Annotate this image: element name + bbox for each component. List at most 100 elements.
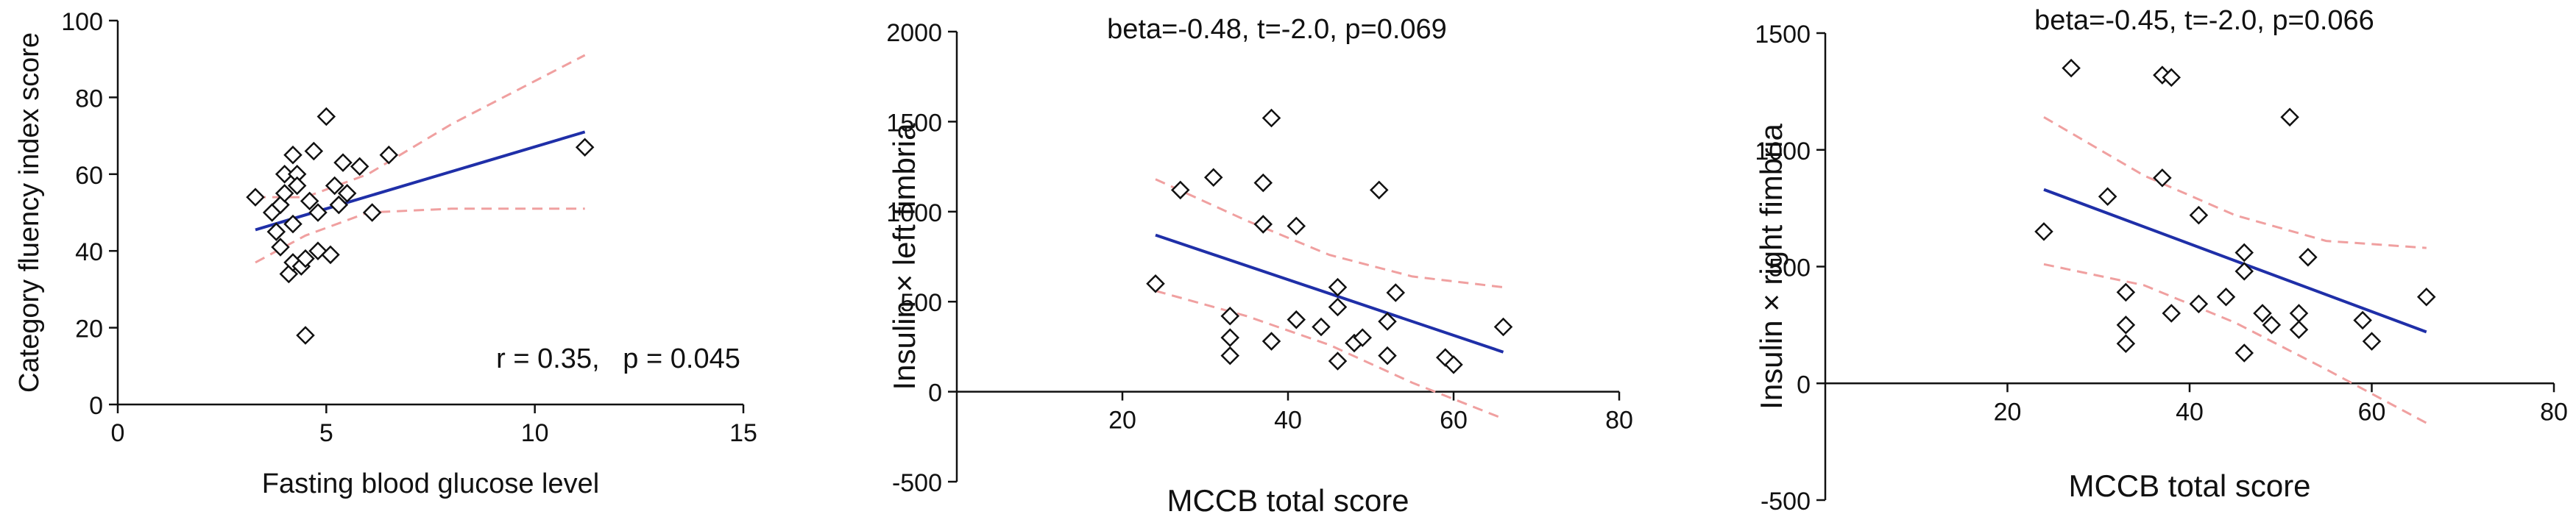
y-axis-title: Category fluency index score [14, 32, 45, 393]
data-point [575, 138, 595, 157]
x-tick-label: 20 [1108, 407, 1136, 435]
data-point [329, 195, 349, 215]
y-tick-label: 1500 [1755, 21, 1811, 49]
data-point [1328, 352, 1348, 371]
data-point [2153, 168, 2172, 188]
data-point [1378, 346, 1397, 366]
data-point [2234, 243, 2254, 263]
y-tick-label: 20 [75, 315, 103, 343]
data-point [350, 157, 369, 177]
ci-upper-band [1155, 178, 1504, 289]
y-axis-title: Insulin × left fimbria [887, 123, 921, 391]
x-axis-title: MCCB total score [2068, 468, 2310, 503]
data-point [275, 165, 294, 184]
ci-lower-band [2043, 263, 2427, 424]
data-point [1444, 355, 1463, 374]
data-point [304, 141, 324, 161]
x-tick-label: 5 [319, 419, 333, 447]
y-tick-label: 80 [75, 85, 103, 113]
y-tick-label: 100 [61, 8, 103, 36]
y-tick-label: -500 [1761, 488, 1811, 516]
x-tick-label: 80 [1605, 407, 1633, 435]
data-point [333, 153, 353, 172]
data-point [2098, 187, 2117, 207]
data-point [271, 238, 290, 257]
y-tick-label: 60 [75, 162, 103, 190]
y-tick-label: 0 [1797, 371, 1811, 399]
x-tick-label: 15 [729, 419, 757, 447]
data-point [2162, 304, 2182, 323]
data-point [296, 249, 315, 268]
data-point [246, 188, 265, 207]
y-tick-label: -500 [892, 469, 942, 497]
data-point [2116, 334, 2136, 354]
y-tick-label: 1500 [886, 109, 942, 137]
regression-line [2043, 188, 2427, 334]
x-tick-label: 20 [1994, 398, 2022, 426]
x-axis-title: Fasting blood glucose level [262, 468, 599, 499]
data-point [1203, 168, 1223, 188]
y-tick-label: 1000 [886, 199, 942, 227]
y-tick-label: 500 [1769, 254, 1811, 282]
data-point [2289, 304, 2309, 323]
data-point [2116, 282, 2136, 302]
data-point [1328, 297, 1348, 317]
data-point [379, 145, 399, 165]
data-point [325, 176, 344, 196]
data-point [1386, 283, 1406, 302]
data-point [2189, 294, 2209, 314]
data-point [2362, 332, 2382, 351]
x-tick-label: 10 [521, 419, 549, 447]
chart-panel-3: -500 0 500 1000 1500 20 40 60 80 MCCB total score… [1754, 5, 2568, 516]
data-point [362, 203, 382, 222]
data-point [316, 107, 336, 126]
chart-title: beta=-0.45, t=-2.0, p=0.066 [2034, 5, 2374, 36]
data-point [1369, 180, 1389, 200]
data-point [1220, 346, 1240, 366]
y-tick-label: 1000 [1755, 138, 1811, 165]
data-point [1253, 173, 1273, 193]
data-point [2262, 315, 2282, 335]
data-point [1287, 216, 1306, 236]
data-point [2289, 320, 2309, 339]
y-tick-label: 500 [900, 289, 942, 317]
y-axis-title: Insulin × right fimbria [1754, 124, 1788, 410]
x-tick-label: 60 [2358, 398, 2386, 426]
x-tick-label: 0 [111, 419, 125, 447]
data-point [1220, 307, 1240, 326]
data-point [1328, 277, 1348, 297]
data-point [1262, 108, 1281, 128]
data-point [2280, 107, 2299, 127]
chart-title: beta=-0.48, t=-2.0, p=0.069 [1107, 14, 1447, 45]
chart-panel-2: -500 0 500 1000 1500 2000 20 40 60 80 MCCB total s… [886, 14, 1633, 517]
y-tick-label: 0 [89, 392, 103, 420]
data-point [2116, 315, 2136, 335]
data-point [308, 203, 328, 222]
data-point [283, 214, 302, 234]
data-point [2034, 222, 2053, 241]
ci-upper-band [255, 54, 586, 199]
data-point [1312, 317, 1331, 337]
data-point [283, 145, 302, 165]
data-point [321, 245, 340, 265]
data-point [287, 176, 307, 196]
data-point [1146, 274, 1165, 293]
data-point [2416, 288, 2436, 307]
data-point [300, 191, 319, 211]
x-tick-label: 60 [1440, 407, 1468, 435]
data-point [2216, 288, 2236, 307]
data-point [1170, 180, 1190, 200]
data-point [296, 326, 315, 345]
data-point [2253, 304, 2272, 323]
ci-upper-band [2043, 116, 2427, 249]
data-point [1353, 328, 1373, 347]
x-axis-title: MCCB total score [1167, 483, 1409, 517]
data-point [2189, 205, 2209, 225]
data-point [1262, 332, 1281, 351]
data-point [1287, 310, 1306, 329]
data-point [337, 184, 357, 203]
data-point [1253, 215, 1273, 234]
data-point [1378, 312, 1397, 331]
data-point [2162, 68, 2182, 88]
data-point [1220, 328, 1240, 347]
